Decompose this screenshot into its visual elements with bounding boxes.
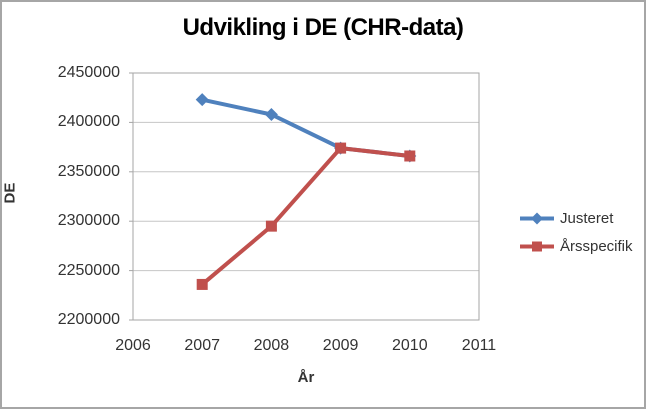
x-axis-tick-label: 2006	[115, 337, 151, 354]
legend-line-diamond-icon	[520, 212, 554, 224]
legend-item-justeret: Justeret	[520, 208, 633, 228]
y-axis-tick-label: 2200000	[57, 311, 120, 328]
legend-item-aarsspecifik: Årsspecifik	[520, 236, 633, 256]
y-axis-tick-label: 2450000	[57, 64, 120, 81]
y-axis-tick-label: 2350000	[57, 162, 120, 180]
y-axis-tick-label: 2400000	[57, 113, 120, 131]
x-axis-tick-label: 2009	[322, 337, 359, 354]
x-axis-tick-label: 2010	[392, 337, 428, 354]
x-axis-title: År	[297, 369, 315, 386]
y-axis-title: DE	[1, 182, 19, 204]
x-axis-tick-label: 2011	[461, 337, 497, 354]
y-axis-tick-label: 2300000	[57, 212, 120, 230]
legend: Justeret Årsspecifik	[520, 208, 633, 264]
legend-line-square-icon	[520, 241, 554, 251]
legend-label-aarsspecifik: Årsspecifik	[560, 237, 633, 255]
x-axis-tick-label: 2007	[184, 337, 220, 354]
y-axis-tick-label: 2250000	[57, 261, 120, 279]
chart-title: Udvikling i DE (CHR-data)	[182, 14, 464, 41]
legend-label-justeret: Justeret	[560, 209, 614, 227]
x-axis-tick-label: 2008	[253, 337, 290, 354]
